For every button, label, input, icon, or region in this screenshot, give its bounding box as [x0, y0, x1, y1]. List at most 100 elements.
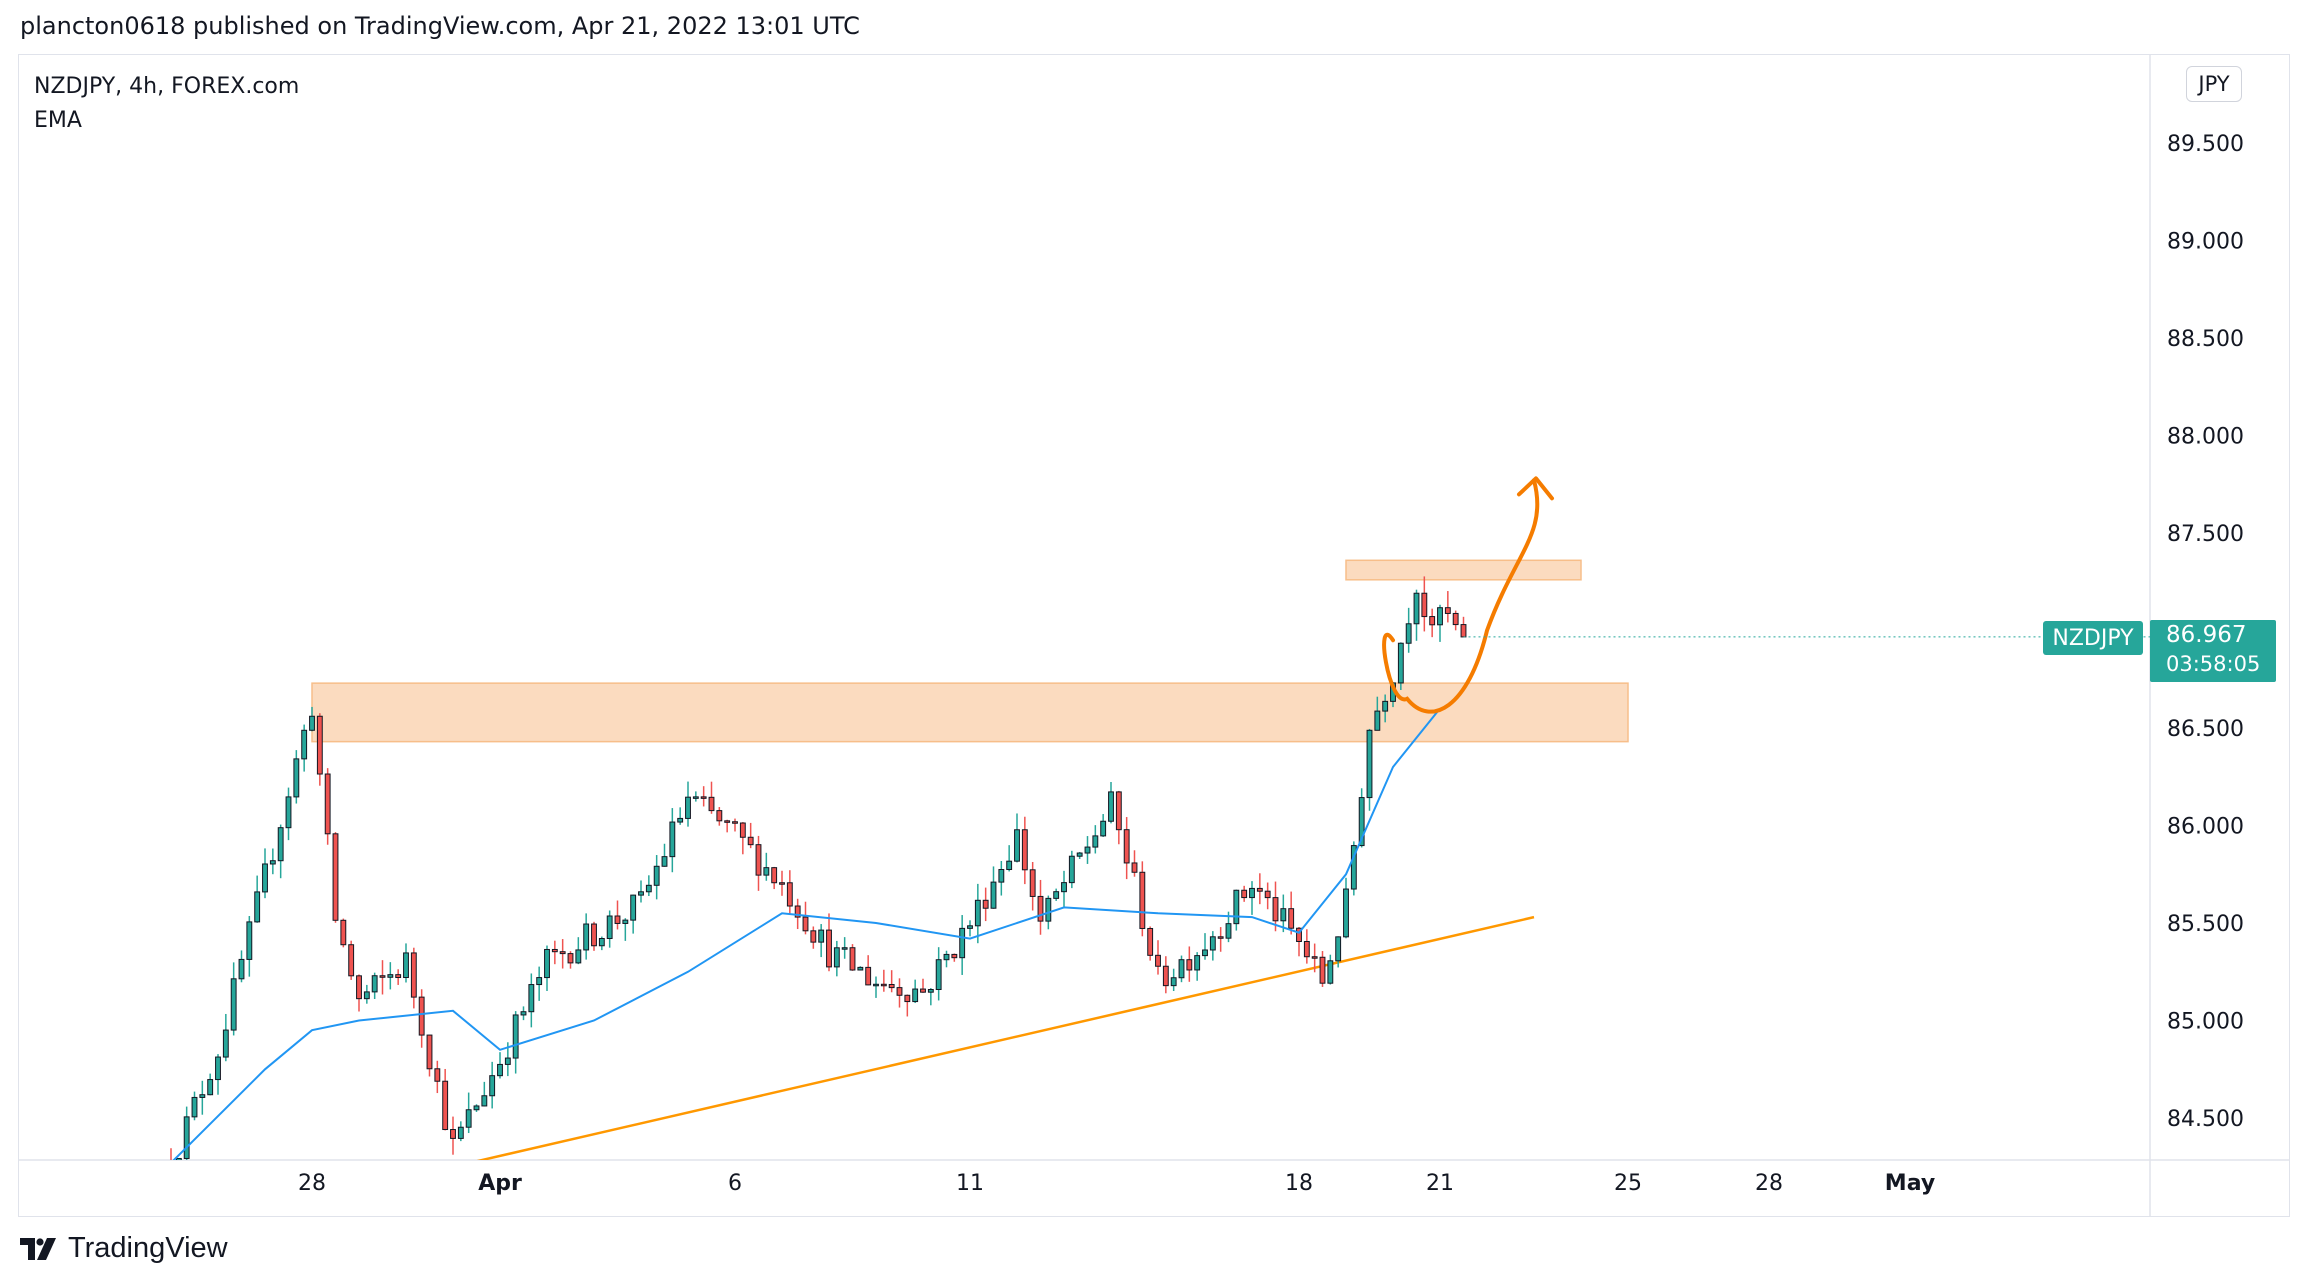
candle-body: [677, 817, 684, 823]
candle: [1147, 926, 1154, 961]
candle-body: [630, 894, 637, 921]
candle: [1194, 952, 1201, 981]
candle-body: [1139, 871, 1146, 929]
candle: [269, 848, 276, 875]
candle-body: [1280, 908, 1287, 922]
candle: [191, 1091, 198, 1121]
tradingview-logo-icon: [20, 1237, 56, 1260]
candle-body: [1100, 820, 1107, 837]
candle: [677, 807, 684, 825]
candle: [1327, 954, 1334, 985]
candle-body: [1311, 956, 1318, 959]
candle: [1397, 642, 1404, 690]
ema-line: [172, 707, 1441, 1160]
candle: [559, 939, 566, 969]
candle-body: [1123, 829, 1130, 864]
x-tick-label: 18: [1285, 1171, 1313, 1196]
candle: [912, 979, 919, 1004]
candle: [818, 924, 825, 958]
candle-body: [536, 977, 543, 986]
candle-body: [912, 988, 919, 1003]
indicator-label[interactable]: EMA: [34, 108, 82, 133]
candle-body: [473, 1105, 480, 1111]
candle: [489, 1061, 496, 1109]
candle: [473, 1104, 480, 1112]
candle-body: [1021, 829, 1028, 871]
candle-body: [410, 952, 417, 998]
candle-body: [943, 953, 950, 961]
candle-body: [387, 974, 394, 978]
candle: [622, 918, 629, 941]
candle-body: [614, 915, 621, 924]
candle: [567, 951, 574, 969]
y-tick-label: 85.500: [2167, 912, 2244, 937]
symbol-line[interactable]: NZDJPY, 4h, FOREX.com: [34, 74, 300, 99]
candle: [1444, 591, 1451, 623]
plot-area: [170, 476, 2150, 1160]
candle-body: [794, 905, 801, 918]
candle: [170, 1148, 172, 1160]
candle: [591, 921, 597, 951]
candle: [536, 966, 543, 1001]
candle-body: [1382, 700, 1389, 712]
candle: [1413, 589, 1420, 641]
candle: [1382, 694, 1389, 723]
chart-frame: [18, 54, 2290, 1217]
candle: [1131, 850, 1138, 877]
candle: [1209, 931, 1216, 961]
candle: [512, 1011, 519, 1074]
candle: [434, 1060, 441, 1094]
candle-body: [559, 951, 566, 955]
published-header: plancton0618 published on TradingView.co…: [20, 12, 860, 40]
candle: [700, 786, 707, 807]
tradingview-logo[interactable]: TradingView: [20, 1232, 228, 1265]
candle-body: [967, 925, 973, 929]
candle: [771, 866, 778, 890]
candle-body: [324, 773, 331, 835]
candle-body: [1217, 936, 1224, 939]
y-tick-label: 84.500: [2167, 1107, 2244, 1132]
candle: [418, 989, 425, 1048]
candle: [1319, 951, 1326, 987]
y-tick-label: 88.000: [2167, 425, 2244, 450]
candle-body: [920, 988, 926, 993]
y-tick-label: 87.500: [2167, 522, 2244, 547]
candle: [544, 945, 550, 991]
candle: [630, 894, 637, 934]
candle-body: [959, 927, 966, 959]
candle-body: [1147, 927, 1154, 956]
candle-body: [935, 959, 942, 991]
candle-body: [481, 1095, 488, 1107]
y-tick-label: 86.500: [2167, 717, 2244, 742]
candle-body: [1460, 624, 1467, 638]
candle-body: [309, 715, 315, 731]
candle: [457, 1121, 464, 1142]
candle-body: [520, 1011, 527, 1016]
current-price-label: 86.967 03:58:05: [2150, 620, 2276, 682]
candle-body: [512, 1014, 519, 1059]
candle-body: [277, 827, 284, 862]
candle: [739, 822, 746, 855]
candle-body: [207, 1079, 214, 1096]
currency-badge[interactable]: JPY: [2186, 66, 2242, 102]
candle: [1202, 933, 1208, 960]
x-tick-label: 6: [728, 1171, 742, 1196]
candle-body: [1076, 852, 1083, 857]
tradingview-logo-text: TradingView: [68, 1232, 228, 1264]
candle-body: [1249, 887, 1255, 899]
candle: [356, 974, 362, 1012]
candle-body: [544, 948, 550, 979]
candle: [442, 1068, 449, 1131]
candle-body: [1350, 845, 1357, 890]
candle-body: [340, 919, 347, 946]
candle-body: [1084, 846, 1091, 854]
candle: [763, 852, 770, 881]
candle: [1374, 696, 1381, 731]
candle-body: [669, 821, 676, 858]
candle-body: [403, 952, 409, 979]
resistance-zone: [1345, 559, 1582, 581]
candle-body: [1155, 954, 1161, 967]
candle: [967, 920, 973, 937]
candle-body: [849, 947, 856, 971]
